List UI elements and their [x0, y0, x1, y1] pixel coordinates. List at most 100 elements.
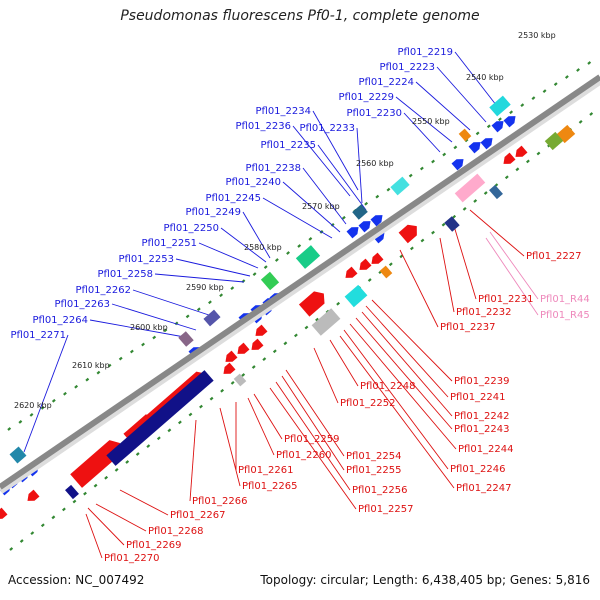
forward-label: Pfl01_2235	[260, 140, 316, 151]
reverse-gene-arrow	[515, 145, 528, 157]
reverse-connector	[453, 225, 477, 300]
inner-tick	[262, 357, 267, 362]
forward-connector	[317, 144, 367, 211]
reverse-connector	[371, 299, 453, 382]
scale-label: 2560 kbp	[356, 159, 394, 168]
inner-tick	[431, 230, 435, 235]
forward-label: Pfl01_2271	[10, 330, 66, 341]
outer-tick	[74, 384, 79, 389]
forward-label: Pfl01_2250	[163, 223, 219, 234]
reverse-label: Pfl01_2257	[358, 504, 414, 515]
outer-tick	[453, 145, 458, 150]
scale-label: 2550 kbp	[412, 117, 450, 126]
outer-tick	[419, 166, 424, 171]
outer-tick	[442, 152, 447, 157]
reverse-gene-big	[70, 440, 122, 488]
outer-tick	[509, 110, 514, 115]
forward-connector	[220, 227, 267, 263]
reverse-connector	[355, 317, 453, 430]
outer-tick	[286, 251, 290, 255]
reverse-gene-arrow	[255, 324, 268, 336]
forward-connector	[175, 258, 251, 277]
rna-connector	[489, 231, 539, 300]
reverse-connector	[469, 209, 525, 257]
reverse-label: Pfl01_2252	[340, 398, 396, 409]
scale-label: 2590 kbp	[186, 283, 224, 292]
reverse-gene-arrow	[345, 266, 358, 278]
forward-label: Pfl01_2229	[338, 92, 394, 103]
forward-gene-block	[260, 271, 280, 291]
reverse-label: Pfl01_2227	[526, 251, 582, 262]
inner-tick	[220, 388, 225, 393]
reverse-label: Pfl01_2244	[458, 444, 514, 455]
outer-tick	[564, 75, 569, 79]
reverse-connector	[365, 305, 449, 398]
outer-tick	[408, 173, 413, 178]
reverse-connector	[269, 387, 357, 510]
reverse-gene-block	[398, 224, 417, 244]
inner-tick	[209, 396, 214, 401]
inner-tick	[483, 191, 488, 195]
reverse-label: Pfl01_2239	[454, 376, 510, 387]
forward-label: Pfl01_2253	[118, 254, 174, 265]
forward-connector	[242, 211, 271, 259]
inner-tick	[40, 523, 45, 528]
outer-tick	[386, 187, 391, 192]
rna-block	[454, 173, 486, 203]
reverse-connector	[247, 397, 275, 456]
forward-label: Pfl01_2233	[299, 123, 355, 134]
forward-label: Pfl01_2230	[346, 108, 402, 119]
scale-label: 2620 kbp	[14, 401, 52, 410]
reverse-gene-block	[444, 216, 460, 232]
inner-tick	[30, 531, 35, 536]
inner-tick	[410, 246, 414, 251]
reverse-connector	[253, 393, 283, 440]
forward-label: Pfl01_2240	[225, 177, 281, 188]
reverse-gene-arrow	[225, 350, 238, 362]
inner-tick	[367, 278, 372, 282]
inner-tick	[104, 475, 109, 480]
inner-tick	[199, 404, 203, 409]
forward-connector	[395, 96, 453, 143]
inner-tick	[526, 159, 530, 164]
genome-summary: Topology: circular; Length: 6,438,405 bp…	[260, 573, 590, 587]
inner-tick	[241, 373, 246, 377]
inner-tick	[156, 436, 161, 441]
outer-tick	[297, 244, 302, 248]
outer-tick	[96, 370, 101, 375]
forward-connector	[111, 303, 197, 331]
forward-connector	[415, 81, 471, 131]
forward-gene-arrow	[451, 159, 464, 171]
forward-label: Pfl01_2258	[97, 269, 153, 280]
outer-tick	[531, 96, 536, 101]
reverse-gene-block	[233, 373, 247, 387]
reverse-gene-arrow	[237, 342, 250, 354]
reverse-connector	[219, 407, 241, 487]
outer-tick	[7, 427, 12, 431]
rna-connector	[485, 237, 539, 316]
outer-tick	[208, 300, 212, 305]
reverse-connector	[343, 329, 449, 470]
inner-tick	[315, 317, 319, 322]
outer-tick	[29, 412, 34, 417]
inner-tick	[336, 301, 341, 306]
outer-tick	[107, 363, 112, 368]
forward-label: Pfl01_2263	[54, 299, 110, 310]
reverse-gene-long	[106, 370, 214, 466]
scale-labels: 2530 kbp 2540 kbp 2550 kbp 2560 kbp 2570 kbp…	[14, 31, 556, 410]
forward-label: Pfl01_2251	[141, 238, 197, 249]
reverse-connector	[95, 503, 147, 532]
forward-connector	[312, 110, 359, 191]
forward-gene-block	[178, 331, 194, 347]
inner-tick	[9, 547, 14, 551]
reverse-connector	[189, 419, 197, 502]
reverse-gene-arrow	[0, 507, 8, 519]
forward-gene-block	[203, 309, 221, 327]
outer-tick	[330, 222, 335, 227]
inner-tick	[251, 365, 256, 369]
reverse-connector	[119, 489, 169, 516]
forward-connector	[302, 167, 347, 225]
outer-tick	[475, 131, 480, 136]
reverse-label: Pfl01_2256	[352, 485, 408, 496]
inner-tick	[146, 444, 151, 449]
